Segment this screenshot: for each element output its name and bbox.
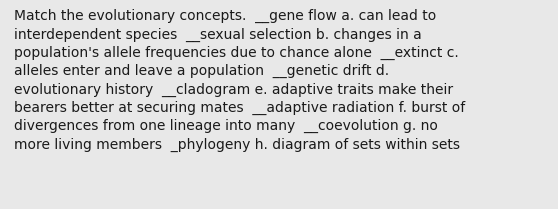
Text: Match the evolutionary concepts.  __gene flow a. can lead to
interdependent spec: Match the evolutionary concepts. __gene … (14, 9, 465, 152)
